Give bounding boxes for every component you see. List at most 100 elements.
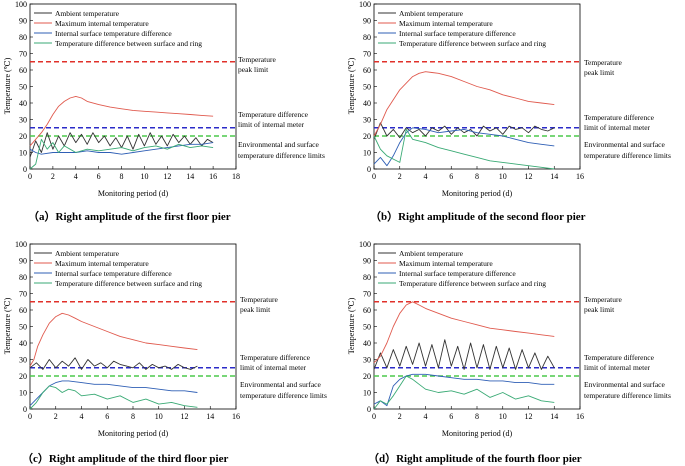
panel-b-xtick-label: 0 — [372, 172, 376, 181]
panel-a: 0 10 20 30 40 50 60 70 80 90 100 0 2 4 6 8 10 12 14 16 18 Te… — [3, 0, 325, 198]
panel-b-internal-limit-label-2: limit of internal meter — [584, 123, 651, 132]
panel-c-ytick-label: 70 — [19, 290, 27, 299]
panel-d-surface-limit-label-1: Environmental and surface — [584, 380, 665, 389]
panel-a-ytick-label: 20 — [19, 132, 27, 141]
panel-a-xtick-label: 2 — [51, 172, 55, 181]
panel-c-ytick-label: 90 — [19, 257, 27, 266]
panel-c-surface-limit-label-1: Environmental and surface — [240, 380, 321, 389]
panel-c-ytick-label: 30 — [19, 356, 27, 365]
panel-d-internal-limit-label-2: limit of internal meter — [584, 363, 651, 372]
panel-a-y-label: Temperature (℃) — [3, 57, 12, 114]
panel-b-xtick-label: 2 — [398, 172, 402, 181]
panel-c-xtick-label: 8 — [131, 412, 135, 421]
panel-b-ytick-label: 20 — [363, 132, 371, 141]
panel-d-internal-limit-label-1: Temperature difference — [584, 353, 655, 362]
panel-a-ytick-label: 60 — [19, 66, 27, 75]
panel-d-ytick-label: 60 — [363, 306, 371, 315]
panel-c-ytick-label: 80 — [19, 273, 27, 282]
panel-b-surface-limit-label-2: temperature difference limits — [584, 151, 671, 160]
panel-c-ytick-label: 60 — [19, 306, 27, 315]
panel-c-ytick-label: 40 — [19, 339, 27, 348]
panel-c-xtick-label: 4 — [80, 412, 84, 421]
panel-b-xtick-label: 4 — [424, 172, 428, 181]
panel-b-peak-limit-label-1: Temperature — [584, 58, 622, 67]
panel-d-ytick-label: 70 — [363, 290, 371, 299]
panel-a-ytick-label: 80 — [19, 33, 27, 42]
panel-a-legend-surface-ring: Temperature difference between surface a… — [55, 39, 202, 48]
panel-d-xtick-label: 16 — [576, 412, 584, 421]
panel-c-legend-max-internal: Maximum internal temperature — [55, 259, 149, 268]
panel-c-xtick-label: 2 — [54, 412, 58, 421]
panel-a-peak-limit-label-1: Temperature — [238, 55, 276, 64]
panel-c-y-label: Temperature (℃) — [3, 297, 12, 354]
panel-a-ytick-label: 0 — [23, 165, 27, 174]
panel-d-xtick-label: 0 — [372, 412, 376, 421]
panel-a-legend-internal-diff: Internal surface temperature difference — [55, 29, 172, 38]
panel-b-xtick-label: 10 — [499, 172, 507, 181]
panel-d-xtick-label: 14 — [550, 412, 558, 421]
panel-c-internal-limit-label-1: Temperature difference — [240, 353, 311, 362]
panel-b-series-surface-ring — [373, 128, 555, 170]
panel-c: 0 10 20 30 40 50 60 70 80 90 100 0 2 4 6 8 10 12 14 16 Temp… — [3, 240, 327, 438]
panel-b-ytick-label: 80 — [363, 33, 371, 42]
panel-a-internal-limit-label-2: limit of internal meter — [238, 120, 305, 129]
panel-b-x-label: Monitoring period (d) — [442, 189, 513, 198]
panel-a-xtick-label: 4 — [74, 172, 78, 181]
panel-d-series-ambient — [373, 339, 555, 370]
panel-b-internal-limit-label-1: Temperature difference — [584, 113, 655, 122]
panel-c-ytick-label: 100 — [15, 240, 27, 249]
panel-b-xtick-label: 12 — [525, 172, 533, 181]
panel-c-legend-ambient: Ambient temperature — [55, 249, 120, 258]
panel-c-series-ambient — [29, 357, 198, 370]
panel-b-surface-limit-label-1: Environmental and surface — [584, 140, 665, 149]
panel-a-ytick-label: 90 — [19, 17, 27, 26]
panel-d-legend-ambient: Ambient temperature — [399, 249, 464, 258]
panel-a-legend-ambient: Ambient temperature — [55, 9, 120, 18]
panel-d-series-surface-ring — [373, 375, 555, 410]
panel-c-internal-limit-label-2: limit of internal meter — [240, 363, 307, 372]
panel-c-series-surface-ring — [29, 385, 198, 410]
panel-a-xtick-label: 16 — [209, 172, 217, 181]
panel-c-xtick-label: 10 — [155, 412, 163, 421]
panel-a-xtick-label: 18 — [232, 172, 240, 181]
panel-a-surface-limit-label-1: Environmental and surface — [238, 140, 319, 149]
panel-a-ytick-label: 30 — [19, 116, 27, 125]
panel-c-x-label: Monitoring period (d) — [98, 429, 169, 438]
panel-d-y-label: Temperature (℃) — [347, 297, 356, 354]
panel-c-caption: （c）Right amplitude of the third floor pi… — [22, 452, 228, 465]
panel-b-y-label: Temperature (℃) — [347, 57, 356, 114]
panel-a-series-max-internal — [29, 95, 214, 147]
panel-d-legend-surface-ring: Temperature difference between surface a… — [399, 279, 546, 288]
panel-c-plot: 0 10 20 30 40 50 60 70 80 90 100 0 2 4 6 8 10 12 14 16 — [15, 240, 240, 421]
panel-a-ytick-label: 100 — [15, 0, 27, 9]
panel-a-xtick-label: 12 — [163, 172, 171, 181]
panel-a-internal-limit-label-1: Temperature difference — [238, 110, 309, 119]
panel-d-xtick-label: 4 — [424, 412, 428, 421]
panel-d-peak-limit-label-1: Temperature — [584, 295, 622, 304]
panel-b-xtick-label: 16 — [576, 172, 584, 181]
panel-d-surface-limit-label-2: temperature difference limits — [584, 391, 671, 400]
panel-b-legend-surface-ring: Temperature difference between surface a… — [399, 39, 546, 48]
panel-a-series-surface-ring — [29, 138, 214, 170]
panel-b-ytick-label: 10 — [363, 149, 371, 158]
panel-b-ytick-label: 40 — [363, 99, 371, 108]
panel-c-xtick-label: 16 — [232, 412, 240, 421]
panel-b-xtick-label: 8 — [475, 172, 479, 181]
panel-b-legend-ambient: Ambient temperature — [399, 9, 464, 18]
panel-c-legend-surface-ring: Temperature difference between surface a… — [55, 279, 202, 288]
panel-a-x-label: Monitoring period (d) — [98, 189, 169, 198]
panel-d-ytick-label: 40 — [363, 339, 371, 348]
panel-c-ytick-label: 50 — [19, 323, 27, 332]
panel-a-legend-max-internal: Maximum internal temperature — [55, 19, 149, 28]
panel-a-ytick-label: 70 — [19, 50, 27, 59]
panel-d-ytick-label: 10 — [363, 389, 371, 398]
panel-b-ytick-label: 90 — [363, 17, 371, 26]
panel-d-ytick-label: 0 — [367, 405, 371, 414]
panel-d-ytick-label: 30 — [363, 356, 371, 365]
panel-a-xtick-label: 10 — [140, 172, 148, 181]
panel-c-surface-limit-label-2: temperature difference limits — [240, 391, 327, 400]
panel-c-ytick-label: 0 — [23, 405, 27, 414]
panel-d-ytick-label: 80 — [363, 273, 371, 282]
panel-b-series-internal-diff — [373, 127, 555, 167]
